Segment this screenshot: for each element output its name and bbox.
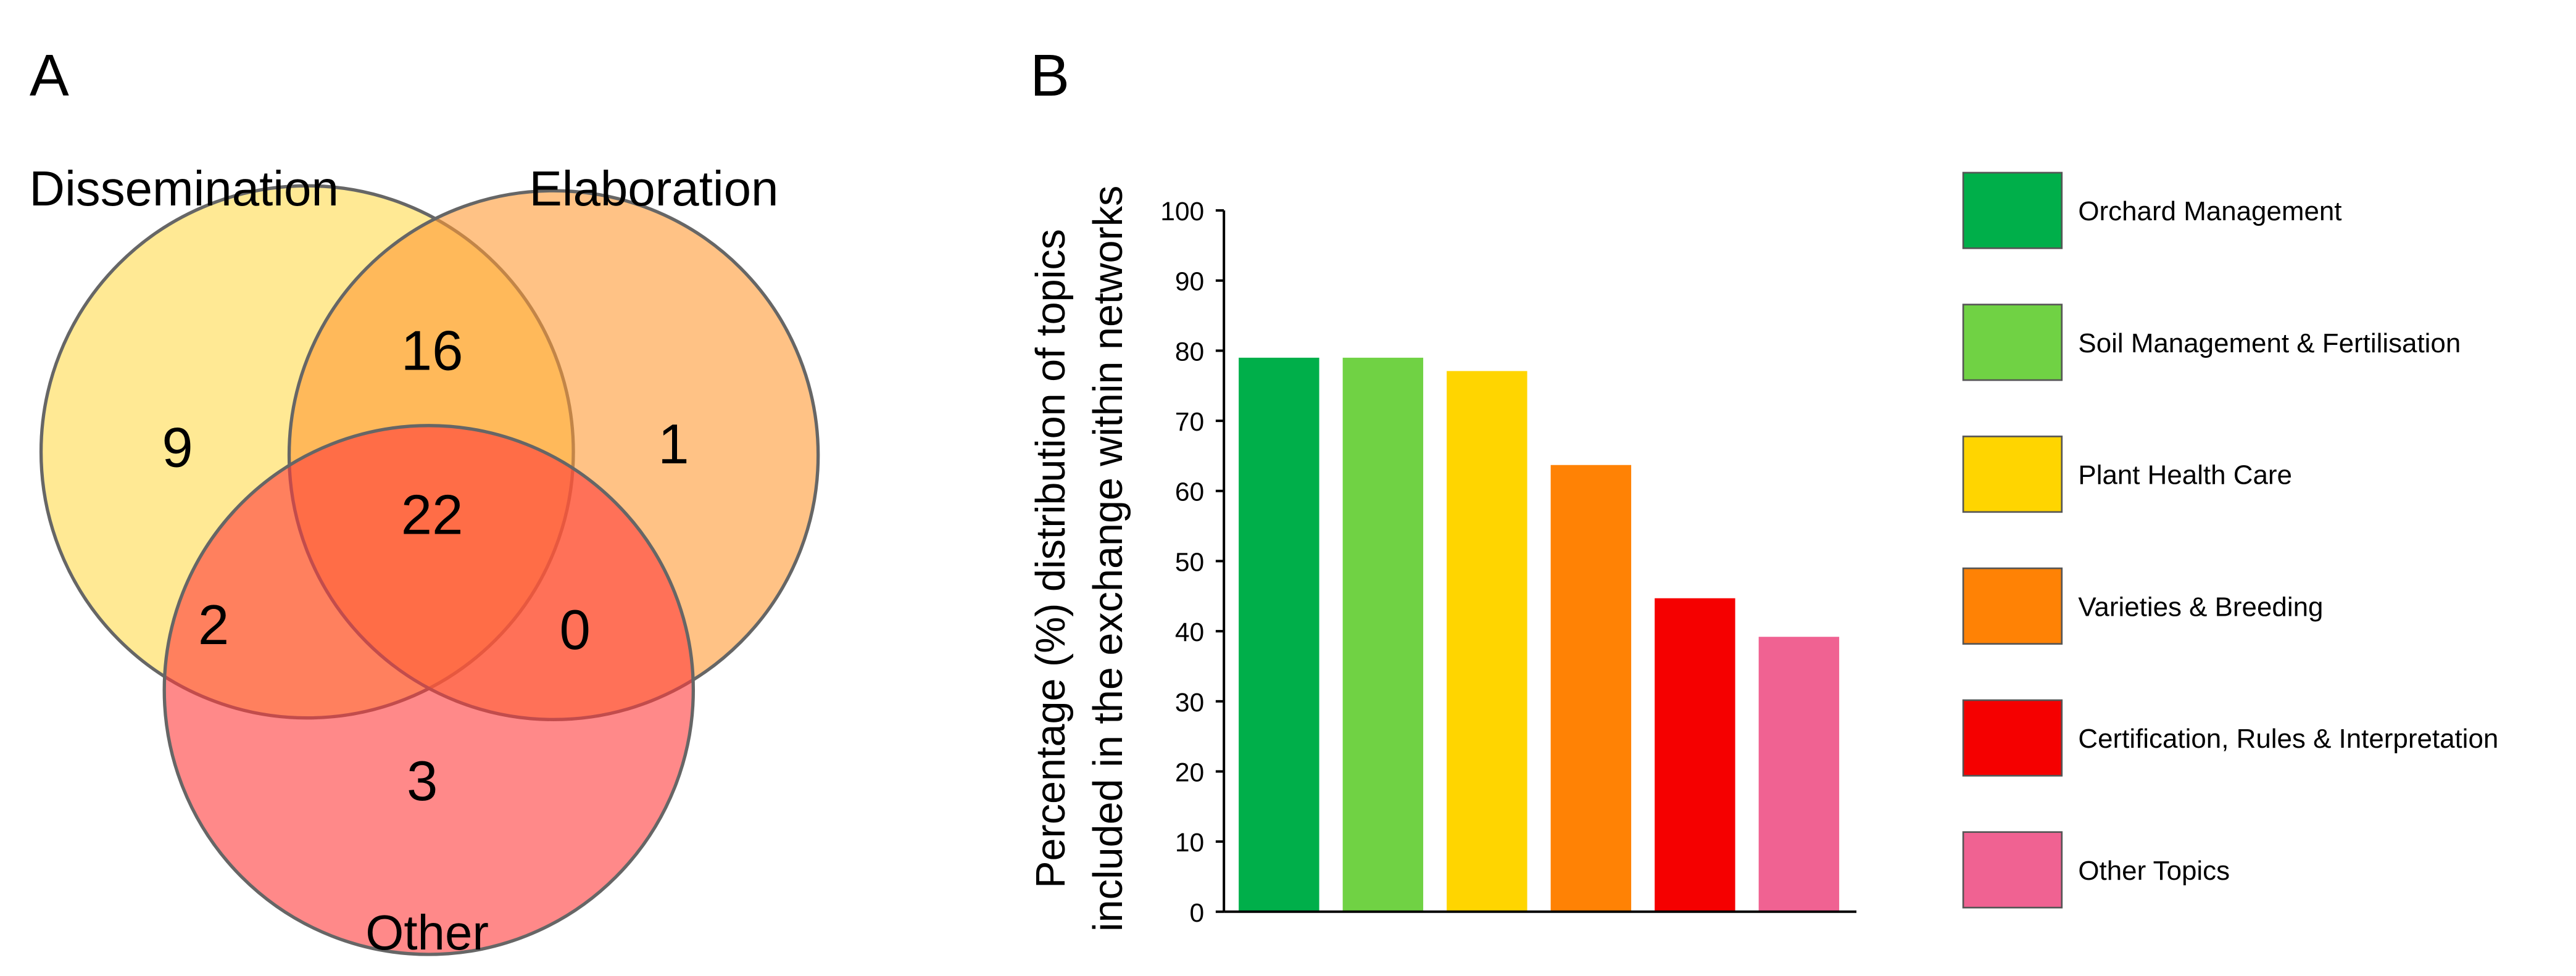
y-tick-label: 90 xyxy=(1175,267,1204,297)
set-label-dissemination: Dissemination xyxy=(29,161,338,216)
y-tick-label: 60 xyxy=(1175,478,1204,507)
y-tick-label: 30 xyxy=(1175,688,1204,718)
other-circle xyxy=(162,424,696,956)
count-all-three: 22 xyxy=(401,484,463,547)
y-tick-label: 0 xyxy=(1190,898,1205,928)
bar-3 xyxy=(1447,371,1527,912)
legend-swatch xyxy=(1962,436,2063,513)
y-tick-label: 80 xyxy=(1175,337,1204,366)
legend: Orchard Management Soil Management & Fert… xyxy=(1962,172,2498,909)
y-tick-label: 20 xyxy=(1175,758,1204,787)
count-dissemination-elaboration: 16 xyxy=(401,320,463,382)
venn-diagram: A Dissemination Elaboration Other 9 16 1… xyxy=(29,43,820,960)
bar-6 xyxy=(1758,637,1840,912)
legend-label: Other Topics xyxy=(2078,856,2230,886)
count-other-only: 3 xyxy=(407,750,438,813)
count-elaboration-other: 0 xyxy=(560,599,591,661)
count-elaboration-only: 1 xyxy=(658,413,689,476)
y-tick-label: 50 xyxy=(1175,547,1204,577)
y-tick-label: 100 xyxy=(1160,197,1204,226)
legend-swatch xyxy=(1962,567,2063,645)
legend-swatch xyxy=(1962,699,2063,777)
panel-a-label: A xyxy=(30,43,69,109)
bar-1 xyxy=(1239,357,1319,912)
legend-swatch xyxy=(1962,831,2063,909)
y-tick-label: 40 xyxy=(1175,618,1204,647)
legend-label: Certification, Rules & Interpretation xyxy=(2078,724,2498,754)
bar-2 xyxy=(1342,357,1424,912)
y-axis-label-line2: included in the exchange within networks xyxy=(1086,186,1131,932)
legend-label: Orchard Management xyxy=(2078,196,2341,226)
legend-swatch xyxy=(1962,304,2063,381)
legend-label: Varieties & Breeding xyxy=(2078,592,2323,622)
set-label-other: Other xyxy=(365,905,489,960)
y-tick-label: 70 xyxy=(1175,407,1204,437)
bar-4 xyxy=(1550,465,1632,912)
legend-swatch xyxy=(1962,172,2063,249)
y-axis-label-line1: Percentage (%) distribution of topics xyxy=(1028,229,1074,888)
set-label-elaboration: Elaboration xyxy=(530,161,779,216)
legend-label: Soil Management & Fertilisation xyxy=(2078,328,2461,358)
panel-b-label: B xyxy=(1030,43,1070,109)
y-tick-label: 10 xyxy=(1175,828,1204,858)
count-dissemination-only: 9 xyxy=(162,416,193,479)
count-dissemination-other: 2 xyxy=(198,594,229,656)
legend-label: Plant Health Care xyxy=(2078,460,2292,490)
bar-5 xyxy=(1655,598,1735,912)
bar-chart: B Percentage (%) distribution of topics … xyxy=(1028,43,2498,932)
